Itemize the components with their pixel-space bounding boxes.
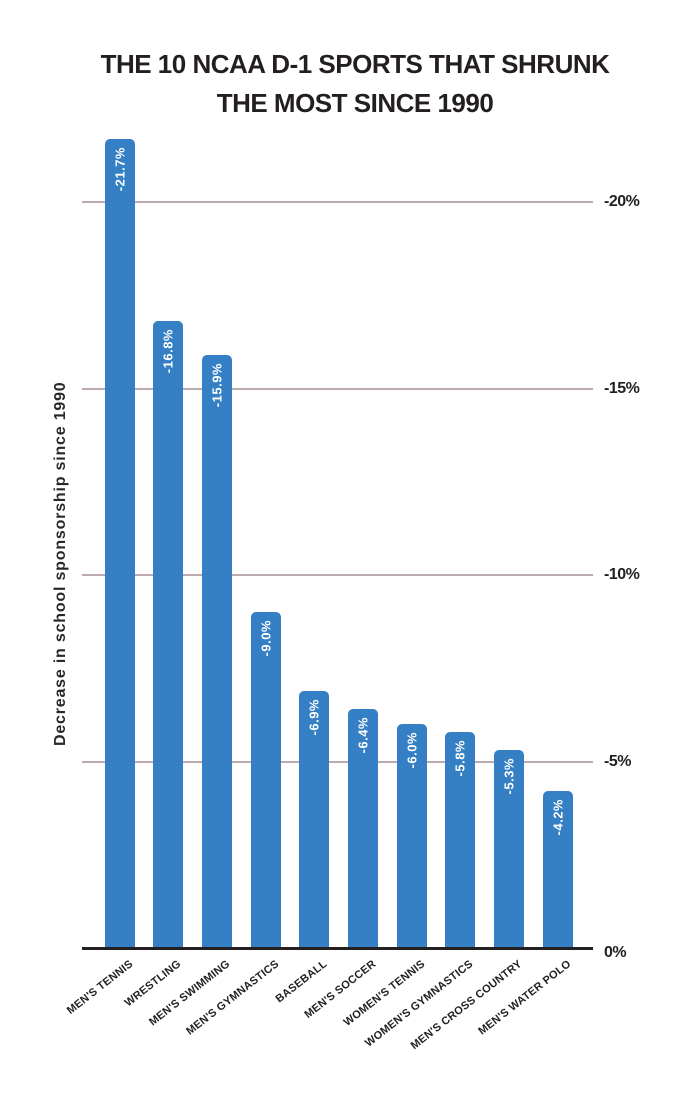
x-axis-line <box>82 947 593 950</box>
category-label-men-s-cross-country: MEN'S CROSS COUNTRY <box>408 958 525 1053</box>
bar-value-label: -4.2% <box>550 799 566 836</box>
bar-value-label: -5.3% <box>501 758 517 795</box>
category-label-men-s-soccer: MEN'S SOCCER <box>302 958 379 1021</box>
category-label-men-s-tennis: MEN'S TENNIS <box>64 958 135 1017</box>
category-label-men-s-gymnastics: MEN'S GYMNASTICS <box>183 958 281 1038</box>
bar-value-label: -6.4% <box>355 717 371 754</box>
bar-women-s-tennis: -6.0% <box>396 724 427 948</box>
bar-value-label: -16.8% <box>160 329 176 374</box>
gridline--10% <box>82 574 593 576</box>
gridline--5% <box>82 760 593 763</box>
bar-value-label: -5.8% <box>452 739 468 777</box>
gridline--15% <box>82 387 593 390</box>
chart-title: THE 10 NCAA D-1 SPORTS THAT SHRUNK THE M… <box>55 45 655 123</box>
bar-wrestling: -16.8% <box>153 321 184 948</box>
bar-value-label: -21.7% <box>112 146 127 191</box>
bar-value-label: -9.0% <box>258 620 274 657</box>
category-label-women-s-tennis: WOMEN'S TENNIS <box>341 958 428 1029</box>
gridline--20% <box>82 201 593 203</box>
bar-men-s-cross-country: -5.3% <box>494 750 525 948</box>
category-label-wrestling: WRESTLING <box>122 958 184 1010</box>
bar-value-label: -6.9% <box>306 698 322 736</box>
category-label-men-s-swimming: MEN'S SWIMMING <box>146 958 233 1029</box>
bar-men-s-tennis: -21.7% <box>104 138 135 948</box>
bar-women-s-gymnastics: -5.8% <box>445 731 476 948</box>
bar-value-label: -6.0% <box>404 732 420 769</box>
category-label-men-s-water-polo: MEN'S WATER POLO <box>476 958 574 1038</box>
bar-baseball: -6.9% <box>299 690 330 948</box>
bar-men-s-gymnastics: -9.0% <box>250 612 281 948</box>
y-tick-label--15%: -15% <box>604 379 640 397</box>
y-axis-label: Decrease in school sponsorship since 199… <box>52 381 69 747</box>
bar-value-label: -15.9% <box>209 362 225 408</box>
bar-men-s-water-polo: -4.2% <box>542 791 573 948</box>
y-tick-label--20%: -20% <box>604 193 640 210</box>
y-tick-label--10%: -10% <box>604 566 640 583</box>
category-label-baseball: BASEBALL <box>273 958 330 1006</box>
chart-title-line-2: THE MOST SINCE 1990 <box>216 88 494 118</box>
y-tick-label--5%: -5% <box>604 752 631 770</box>
bar-men-s-swimming: -15.9% <box>201 354 232 948</box>
y-tick-label-0%: 0% <box>604 944 627 961</box>
chart-title-line-1: THE 10 NCAA D-1 SPORTS THAT SHRUNK <box>100 49 610 79</box>
bar-men-s-soccer: -6.4% <box>348 709 378 948</box>
category-label-women-s-gymnastics: WOMEN'S GYMNASTICS <box>363 958 476 1050</box>
